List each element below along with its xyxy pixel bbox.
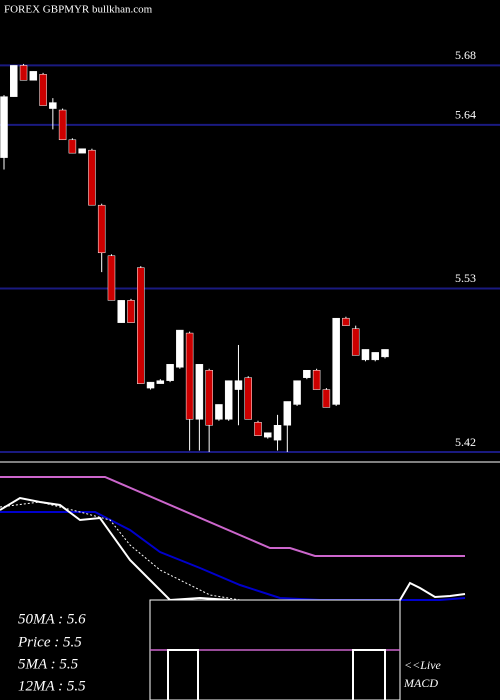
- macd-histogram: [352, 649, 386, 700]
- candle-body: [19, 65, 28, 81]
- candle-body: [273, 425, 282, 441]
- candle-body: [10, 65, 18, 97]
- candle-body: [342, 317, 350, 326]
- price-line: [399, 581, 466, 601]
- price-line: [0, 496, 231, 602]
- live-label: <<Live: [404, 658, 442, 672]
- candle-body: [195, 364, 204, 420]
- candle-body: [146, 381, 155, 389]
- candle-body: [107, 255, 116, 301]
- candle-body: [117, 300, 125, 323]
- candle-body: [205, 369, 213, 426]
- candle-body: [244, 377, 252, 420]
- candle-body: [332, 317, 340, 405]
- ma-label: Price : 5.5: [17, 634, 82, 650]
- ma-line: [0, 476, 465, 557]
- candle-body: [303, 369, 311, 378]
- candle-body: [29, 71, 38, 81]
- candle-body: [68, 139, 77, 154]
- candle-body: [312, 369, 321, 390]
- candle-body: [176, 329, 184, 368]
- candle-body: [185, 332, 194, 420]
- macd-histogram: [167, 649, 199, 700]
- ma-label: 12MA : 5.5: [18, 678, 86, 694]
- candle-body: [0, 96, 8, 158]
- ma-line: [0, 511, 466, 601]
- candle-body: [127, 300, 135, 323]
- candle-body: [88, 149, 96, 206]
- candle-body: [39, 74, 47, 106]
- y-tick-label: 5.42: [455, 435, 476, 449]
- candle-body: [234, 380, 243, 390]
- y-tick-label: 5.64: [455, 108, 476, 122]
- ma-label: 50MA : 5.6: [18, 611, 86, 627]
- ma-line: [0, 501, 241, 601]
- chart-title: FOREX GBPMYR bullkhan.com: [4, 4, 153, 16]
- candle-body: [215, 404, 223, 420]
- candle-body: [224, 380, 233, 420]
- candle-body: [97, 204, 106, 254]
- candle-body: [322, 389, 331, 408]
- candle-body: [283, 401, 292, 426]
- candle-body: [166, 364, 174, 381]
- candle-body: [49, 102, 57, 109]
- candle-body: [78, 148, 86, 154]
- candle-body: [293, 380, 301, 405]
- candle-body: [58, 109, 67, 141]
- candle-body: [264, 432, 272, 438]
- candle-body: [254, 422, 262, 436]
- y-tick-label: 5.68: [455, 48, 476, 62]
- macd-label: MACD: [403, 676, 438, 690]
- candle-body: [351, 328, 360, 356]
- y-tick-label: 5.53: [455, 271, 476, 285]
- candle-body: [371, 352, 379, 361]
- ma-label: 5MA : 5.5: [18, 656, 79, 672]
- candle-body: [381, 349, 389, 358]
- candle-body: [156, 380, 165, 384]
- candle-body: [361, 349, 370, 361]
- candle-body: [137, 267, 145, 384]
